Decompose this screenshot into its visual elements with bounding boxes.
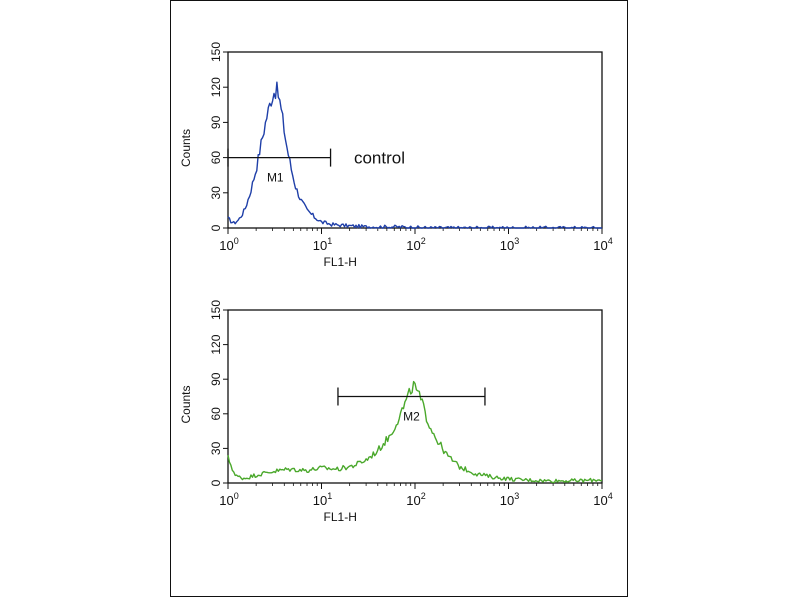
gate-label: M2	[403, 410, 420, 424]
y-tick-label: 60	[209, 151, 223, 165]
y-axis-title: Counts	[179, 385, 193, 423]
x-tick-label: 103	[500, 491, 519, 508]
gate-marker-m1: M1	[227, 148, 332, 185]
gate-marker-m2: M2	[337, 387, 486, 424]
gate-label: M1	[267, 171, 284, 185]
y-tick-label: 120	[209, 77, 223, 97]
y-tick-label: 150	[209, 42, 223, 62]
y-tick-label: 90	[209, 372, 223, 386]
y-tick-label: 120	[209, 334, 223, 354]
x-tick-label: 100	[219, 491, 238, 508]
y-tick-label: 90	[209, 115, 223, 129]
histogram-series-line	[227, 81, 603, 229]
x-axis-title: FL1-H	[324, 510, 357, 524]
y-tick-label: 30	[209, 441, 223, 455]
plot-area-frame	[227, 51, 603, 229]
x-tick-label: 100	[219, 236, 238, 253]
x-tick-label: 102	[406, 236, 425, 253]
y-tick-label: 0	[209, 224, 223, 231]
y-tick-label: 0	[209, 479, 223, 486]
x-tick-label: 101	[313, 491, 332, 508]
y-axis-title: Counts	[179, 129, 193, 167]
x-tick-label: 101	[313, 236, 332, 253]
x-tick-label: 102	[406, 491, 425, 508]
y-tick-label: 30	[209, 186, 223, 200]
x-tick-label: 104	[593, 236, 612, 253]
y-tick-label: 150	[209, 300, 223, 320]
annotation-control: control	[354, 149, 405, 168]
x-tick-label: 104	[593, 491, 612, 508]
x-tick-label: 103	[500, 236, 519, 253]
histogram-panel-1: 0 30 60 90 120 150 Counts 100 101 102 103 104 FL1-H M…	[179, 42, 613, 269]
histogram-panel-2: 0 30 60 90 120 150 Counts 100 101 102 103 104 FL1-H M…	[179, 300, 613, 524]
y-tick-label: 60	[209, 407, 223, 421]
histogram-series-line	[227, 380, 603, 484]
x-axis-title: FL1-H	[324, 255, 357, 269]
